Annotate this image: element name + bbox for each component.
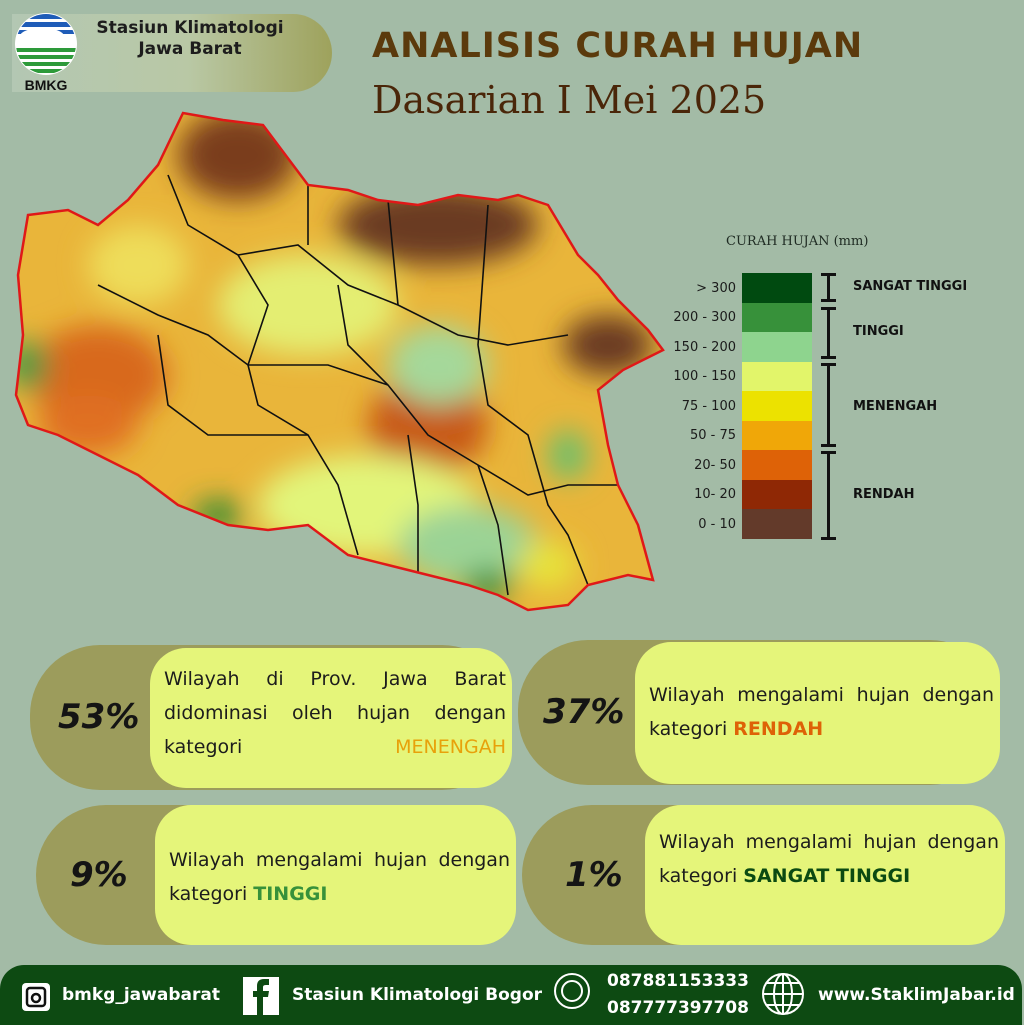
legend-row: > 300 (660, 273, 816, 303)
stat-text: Wilayah di Prov. Jawa Barat didominasi o… (164, 668, 506, 758)
org-line2: Jawa Barat (138, 39, 242, 59)
legend-range-label: 75 - 100 (681, 398, 736, 414)
instagram-icon (22, 983, 50, 1011)
legend-range-label: 20- 50 (694, 457, 736, 473)
legend-row: 0 - 10 (660, 509, 816, 539)
stat-category: RENDAH (733, 718, 824, 740)
rainfall-map (14, 111, 665, 612)
legend-row: 75 - 100 (660, 391, 816, 421)
legend-row: 150 - 200 (660, 332, 816, 362)
legend-range-label: 0 - 10 (698, 516, 736, 532)
legend-row: 10- 20 (660, 479, 816, 510)
whatsapp-icon (554, 973, 590, 1009)
website-link[interactable]: www.StaklimJabar.id (818, 985, 1015, 1005)
legend-category-sangat-tinggi: SANGAT TINGGI (853, 279, 968, 294)
legend-swatch (742, 332, 812, 362)
instagram-handle[interactable]: bmkg_jawabarat (62, 985, 220, 1005)
stat-text: Wilayah mengalami hujan dengan kategori (659, 831, 999, 887)
stat-text: Wilayah mengalami hujan dengan kategori (169, 849, 510, 905)
legend-range-label: 200 - 300 (673, 310, 736, 325)
page-title: ANALISIS CURAH HUJAN (372, 26, 864, 66)
stat-percent: 37% (543, 692, 625, 732)
stat-text-box: Wilayah mengalami hujan dengan kategori … (155, 805, 516, 945)
legend-title: CURAH HUJAN (mm) (726, 234, 869, 249)
stat-percent: 9% (70, 855, 128, 895)
stat-percent: 53% (58, 697, 140, 737)
legend-swatch (742, 509, 812, 539)
stat-text-box: Wilayah mengalami hujan dengan kategori … (635, 642, 1000, 784)
legend-category-menengah: MENENGAH (853, 399, 938, 414)
legend-category-tinggi: TINGGI (853, 324, 904, 339)
org-line1: Stasiun Klimatologi (96, 18, 284, 38)
stat-text-box: Wilayah di Prov. Jawa Barat didominasi o… (150, 648, 512, 788)
stat-category: SANGAT TINGGI (743, 865, 911, 887)
facebook-page[interactable]: Stasiun Klimatologi Bogor (292, 985, 543, 1005)
legend-range-label: 100 - 150 (673, 369, 736, 384)
page-subtitle: Dasarian I Mei 2025 (372, 78, 767, 122)
footer: bmkg_jawabarat Stasiun Klimatologi Bogor… (0, 965, 1022, 1025)
phone-2[interactable]: 087777397708 (607, 998, 749, 1018)
phone-1[interactable]: 087881153333 (607, 971, 749, 991)
logo-text: BMKG (25, 77, 68, 92)
globe-icon (762, 973, 804, 1015)
legend-swatch (742, 450, 812, 480)
legend-range-label: 50 - 75 (689, 428, 736, 443)
stat-text-box: Wilayah mengalami hujan dengan kategori … (645, 805, 1005, 945)
legend-swatch (742, 420, 812, 451)
legend-range-label: > 300 (696, 280, 736, 296)
legend-category-rendah: RENDAH (853, 487, 915, 502)
legend-row: 200 - 300 (660, 302, 816, 333)
legend-row: 50 - 75 (660, 420, 816, 451)
legend-range-label: 150 - 200 (673, 339, 736, 355)
stat-text: Wilayah mengalami hujan dengan kategori (649, 684, 994, 740)
stat-category: TINGGI (253, 883, 328, 905)
legend-swatch (742, 361, 812, 392)
facebook-icon (243, 977, 279, 1015)
legend-swatch (742, 302, 812, 333)
legend-swatch (742, 479, 812, 510)
bmkg-logo: BMKG (15, 13, 77, 92)
stat-category: MENENGAH (395, 736, 506, 758)
legend-swatch (742, 273, 812, 303)
legend-range-label: 10- 20 (694, 487, 736, 502)
legend-swatch (742, 391, 812, 421)
stat-percent: 1% (565, 855, 623, 895)
org-name: Stasiun Klimatologi Jawa Barat (80, 18, 300, 60)
legend-row: 100 - 150 (660, 361, 816, 392)
legend-row: 20- 50 (660, 450, 816, 480)
